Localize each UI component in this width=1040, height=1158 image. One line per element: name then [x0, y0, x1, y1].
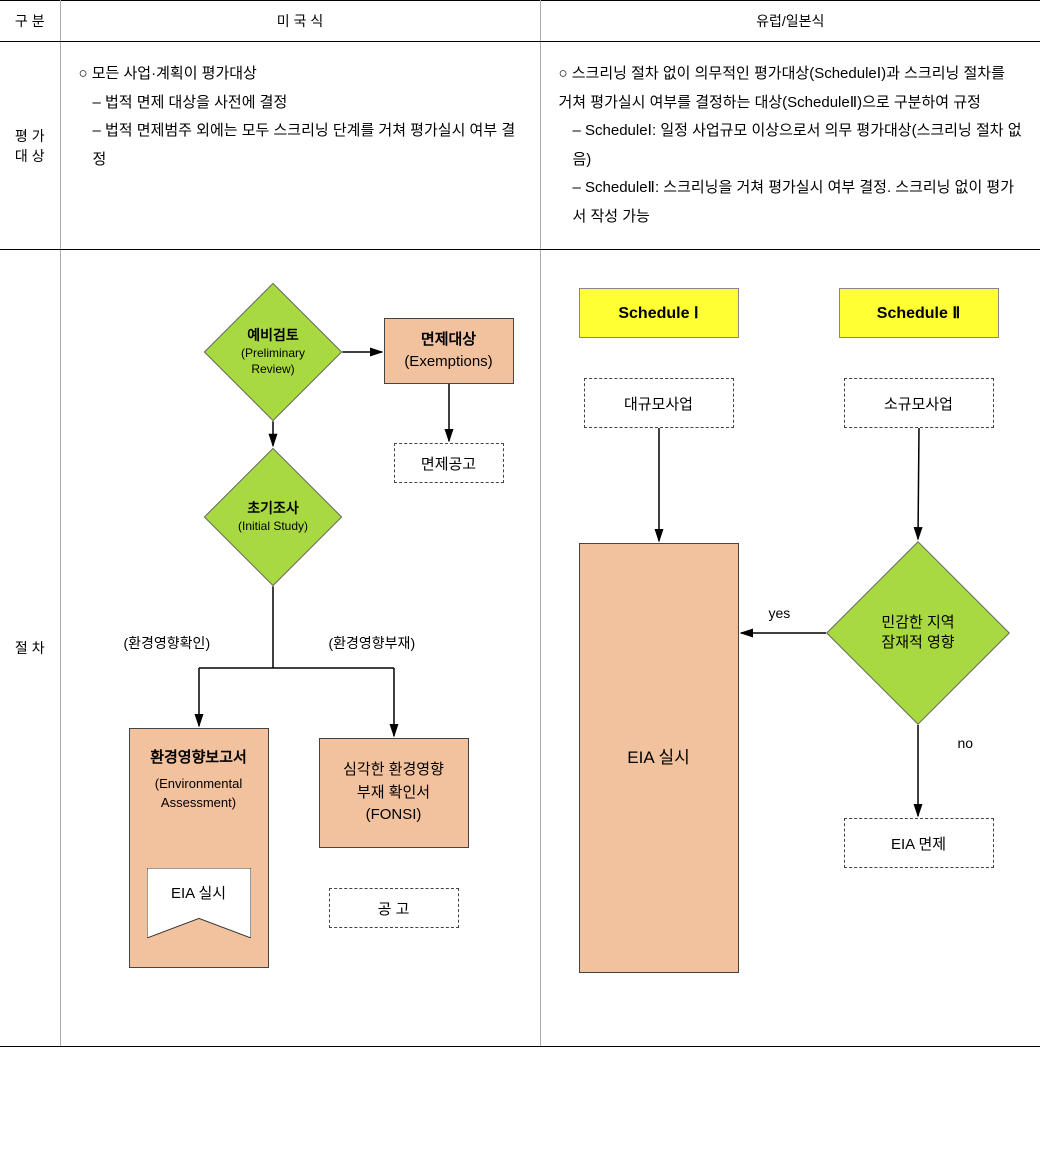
exemptions-node: 면제대상(Exemptions)	[384, 318, 514, 384]
schedule-2-node: Schedule Ⅱ	[839, 288, 999, 338]
eu-target-text: ○ 스크리닝 절차 없이 의무적인 평가대상(ScheduleⅠ)과 스크리닝 …	[549, 50, 1033, 241]
eia-execute-node: EIA 실시	[147, 868, 251, 938]
exemption-notice-node: 면제공고	[394, 443, 504, 483]
eu-target-s1: – ScheduleⅠ: 일정 사업규모 이상으로서 의무 평가대상(스크리닝 …	[573, 117, 1023, 174]
header-category: 구 분	[0, 1, 60, 42]
row-target: 평 가 대 상 ○ 모든 사업·계획이 평가대상 – 법적 면제 대상을 사전에…	[0, 42, 1040, 250]
us-target-s1: – 법적 면제 대상을 사전에 결정	[93, 89, 522, 118]
branch-label-right: (환경영향부재)	[329, 633, 416, 653]
eu-target-b1: ○ 스크리닝 절차 없이 의무적인 평가대상(ScheduleⅠ)과 스크리닝 …	[559, 60, 1023, 117]
comparison-table: 구 분 미 국 식 유럽/일본식 평 가 대 상 ○ 모든 사업·계획이 평가대…	[0, 0, 1040, 1047]
label-procedure: 절 차	[0, 250, 60, 1047]
small-project-node: 소규모사업	[844, 378, 994, 428]
us-target-text: ○ 모든 사업·계획이 평가대상 – 법적 면제 대상을 사전에 결정 – 법적…	[69, 50, 532, 184]
eia-exempt-node: EIA 면제	[844, 818, 994, 868]
header-eu: 유럽/일본식	[540, 1, 1040, 42]
us-target-s2: – 법적 면제범주 외에는 모두 스크리닝 단계를 거쳐 평가실시 여부 결정	[93, 117, 522, 174]
schedule-1-node: Schedule Ⅰ	[579, 288, 739, 338]
publish-node: 공 고	[329, 888, 459, 928]
fonsi-node: 심각한 환경영향부재 확인서(FONSI)	[319, 738, 469, 848]
header-us: 미 국 식	[60, 1, 540, 42]
label-target: 평 가 대 상	[0, 42, 60, 250]
yes-label: yes	[769, 605, 791, 621]
eu-target-s2: – ScheduleⅡ: 스크리닝을 거쳐 평가실시 여부 결정. 스크리닝 없…	[573, 174, 1023, 231]
eia-execute-node: EIA 실시	[579, 543, 739, 973]
row-procedure: 절 차 예비검토(Preliminary Review)면제대상(Exempti…	[0, 250, 1040, 1047]
us-target-b1: ○ 모든 사업·계획이 평가대상	[79, 60, 522, 89]
eu-flowchart: Schedule ⅠSchedule Ⅱ대규모사업소규모사업EIA 실시민감한 …	[549, 258, 1033, 1038]
branch-label-left: (환경영향확인)	[124, 633, 211, 653]
large-project-node: 대규모사업	[584, 378, 734, 428]
us-flowchart: 예비검토(Preliminary Review)면제대상(Exemptions)…	[69, 258, 532, 1038]
no-label: no	[958, 735, 974, 751]
